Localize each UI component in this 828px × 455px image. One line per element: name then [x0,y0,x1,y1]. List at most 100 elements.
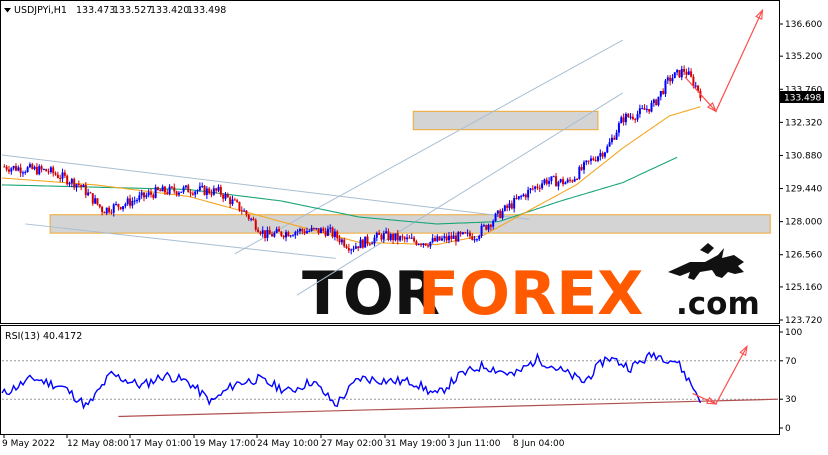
candle-body [655,99,658,106]
candle-body [354,246,357,249]
candle-body [650,103,653,112]
candle-body [534,186,537,189]
candle-body [271,234,274,237]
candle-body [683,69,686,72]
candle-body [692,76,695,87]
candle-body [217,186,220,191]
candle-body [410,237,413,239]
ohlc-close: 133.498 [187,5,226,16]
candle-body [359,239,362,249]
collapse-triangle-icon[interactable] [4,8,11,13]
candle-body [170,186,173,188]
candle-body [578,167,581,180]
candle-body [268,230,271,235]
candle-body [508,203,511,208]
rsi-tick-label: 30 [785,395,797,405]
candle-body [385,231,388,234]
bull-logo-icon [668,243,744,280]
candle-body [503,205,506,211]
candle-body [473,239,476,241]
price-tick-label: 135.200 [785,52,822,62]
candle-body [429,241,432,247]
candle-body [678,70,681,78]
candle-body [594,159,597,161]
candle-body [571,180,574,182]
channel-line [25,223,336,259]
candle-body [215,188,218,191]
time-tick-label: 8 Jun 04:00 [513,439,565,449]
candle-body [350,249,353,251]
candle-body [196,190,199,192]
candle-body [517,196,520,199]
candle-body [366,236,369,244]
candle-body [80,184,83,187]
time-tick-label: 19 May 17:00 [194,439,256,449]
candle-body [513,198,516,209]
candle-body [168,186,171,194]
rsi-plot [1,344,779,418]
resistance-zone [412,110,599,131]
candle-body [219,186,222,195]
candle-body [450,235,453,239]
candle-body [457,232,460,242]
ohlc-low: 133.420 [150,5,189,16]
price-forecast-arrow-head [755,8,764,21]
candle-body [287,232,290,237]
candle-body [606,146,609,153]
candle-body [564,182,567,185]
candle-body [159,189,162,192]
candle-body [261,230,264,234]
candle-body [177,192,180,195]
candle-body [666,77,669,81]
candle-body [240,210,243,212]
candle-body [501,210,504,218]
candle-body [280,231,283,236]
candle-body [589,158,592,161]
current-price-tag [780,91,824,103]
time-tick-label: 3 Jun 11:00 [449,439,501,449]
candle-body [203,185,206,195]
ohlc-open: 133.473 [76,5,115,16]
support-zone [49,214,771,234]
candle-body [587,160,590,162]
candle-body [138,195,141,201]
candle-body [82,184,85,187]
candle-body [149,192,152,195]
candle-body [264,230,267,239]
candle-body [194,191,197,195]
candle-body [487,224,490,230]
rsi-label: RSI(13) 40.4172 [5,331,82,342]
candle-body [585,160,588,163]
candle-body [187,185,190,193]
candle-body [641,108,644,110]
channel-line [1,154,530,220]
candle-body [145,195,148,198]
candle-body [101,206,104,213]
candle-body [617,123,620,133]
candle-body [624,113,627,123]
candle-body [445,236,448,241]
candle-body [664,80,667,94]
candle-body [308,230,311,232]
candle-body [266,230,269,239]
watermark-com: .com [676,286,760,322]
candle-body [273,232,276,237]
candle-body [482,225,485,227]
candle-body [89,192,92,194]
candle-body [182,187,185,192]
candle-body [396,233,399,241]
candle-body [289,235,292,237]
candle-body [38,166,41,175]
candle-body [378,232,381,235]
candle-body [3,166,6,168]
candle-body [580,167,583,170]
candle-body [620,117,623,124]
candle-body [324,230,327,236]
price-tick-label: 128.000 [785,218,822,228]
candle-body [603,152,606,157]
candle-body [14,166,17,171]
candle-body [122,206,125,210]
candle-body [389,234,392,241]
candle-body [103,212,106,214]
